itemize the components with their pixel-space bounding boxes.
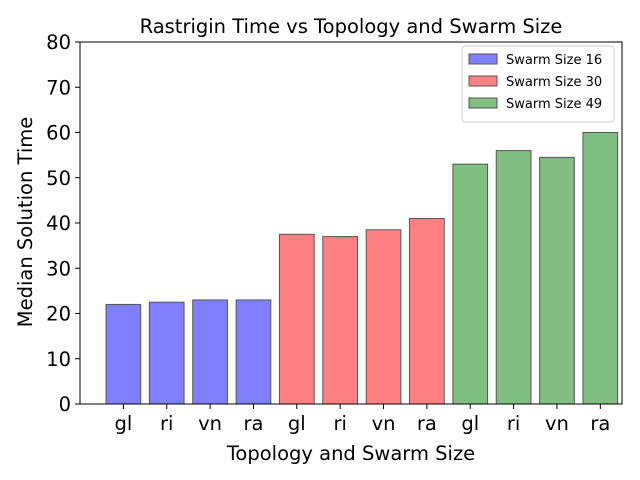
x-tick-label: vn bbox=[545, 412, 569, 435]
bar-series1-gl bbox=[105, 303, 142, 405]
legend-label-series2: Swarm Size 30 bbox=[506, 75, 602, 90]
y-tick-label: 10 bbox=[46, 348, 71, 371]
y-tick-label: 70 bbox=[46, 76, 71, 99]
x-tick-label: gl bbox=[288, 412, 306, 435]
legend-swatch-series1 bbox=[468, 53, 498, 65]
y-tick-label: 0 bbox=[59, 393, 71, 416]
y-tick-label: 50 bbox=[46, 167, 71, 190]
x-tick-label: gl bbox=[114, 412, 132, 435]
legend-swatch-series3 bbox=[468, 97, 498, 109]
bar-series2-gl bbox=[278, 233, 315, 405]
bar-series3-vn bbox=[539, 156, 575, 405]
bar-series3-ra bbox=[582, 132, 619, 405]
x-tick-label: ra bbox=[417, 412, 437, 435]
x-tick-label: ri bbox=[160, 412, 173, 435]
x-tick-label: ri bbox=[333, 412, 346, 435]
legend-label-series3: Swarm Size 49 bbox=[506, 97, 602, 112]
bar-series2-vn bbox=[365, 229, 402, 405]
legend: Swarm Size 16 Swarm Size 30 Swarm Size 49 bbox=[461, 45, 615, 123]
x-axis-label: Topology and Swarm Size bbox=[226, 442, 475, 465]
y-tick-label: 20 bbox=[46, 303, 71, 326]
axes-layer: gl ri vn ra gl ri vn ra gl ri vn ra0102030405060708… bbox=[46, 31, 623, 435]
x-tick-label: ra bbox=[590, 412, 610, 435]
legend-swatch-series2 bbox=[468, 75, 498, 87]
legend-box bbox=[461, 45, 615, 123]
y-axis-label: Median Solution Time bbox=[14, 117, 37, 327]
y-tick-label: 40 bbox=[46, 212, 71, 235]
x-tick-label: vn bbox=[198, 412, 222, 435]
x-tick-label: gl bbox=[461, 412, 479, 435]
x-tick-label: ra bbox=[243, 412, 263, 435]
bar-series3-gl bbox=[452, 163, 489, 405]
bar-series1-ra bbox=[235, 299, 272, 405]
y-tick-label: 80 bbox=[46, 31, 71, 54]
chart-title: Rastrigin Time vs Topology and Swarm Siz… bbox=[140, 15, 563, 38]
legend-label-series1: Swarm Size 16 bbox=[506, 53, 602, 68]
bar-series3-ri bbox=[495, 150, 532, 405]
x-tick-label: vn bbox=[372, 412, 396, 435]
bar-series2-ri bbox=[322, 236, 359, 405]
bar-series1-ri bbox=[148, 301, 185, 405]
x-tick-label: ri bbox=[507, 412, 520, 435]
y-tick-label: 60 bbox=[46, 122, 71, 145]
bars-layer bbox=[105, 132, 619, 405]
bar-series1-vn bbox=[192, 299, 228, 405]
y-tick-label: 30 bbox=[46, 257, 71, 280]
bar-series2-ra bbox=[409, 217, 445, 405]
